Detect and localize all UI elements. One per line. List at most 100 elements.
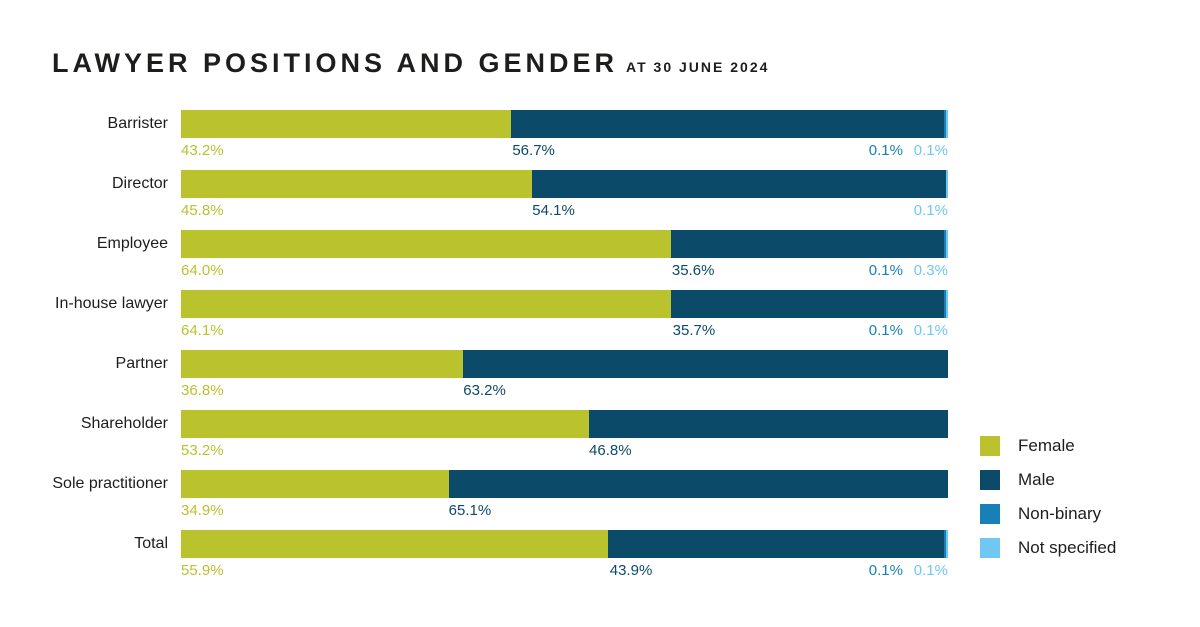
bar-segment-non-binary <box>944 530 946 558</box>
legend-swatch-non-binary <box>980 504 1000 524</box>
female-value-label: 55.9% <box>181 562 224 579</box>
bar-segment-not-specified <box>946 530 948 558</box>
bar-segment-male <box>608 530 944 558</box>
legend-label: Not specified <box>1018 538 1117 557</box>
category-label: In-house lawyer <box>55 295 168 312</box>
female-value-label: 36.8% <box>181 382 224 399</box>
legend-item-female: Female <box>980 436 1116 456</box>
non-binary-value-label: 0.1% <box>868 562 903 579</box>
bar-segment-not-specified <box>946 110 948 138</box>
non-binary-value-label: 0.1% <box>868 262 903 279</box>
bar-segment-not-specified <box>945 230 948 258</box>
value-labels-row: 34.9% 65.1% <box>181 502 948 524</box>
female-value-label: 43.2% <box>181 142 224 159</box>
legend-swatch-male <box>980 470 1000 490</box>
category-label: Sole practitioner <box>52 475 168 492</box>
bar-segment-not-specified <box>946 170 948 198</box>
legend-item-male: Male <box>980 470 1116 490</box>
chart-row: Partner 36.8% 63.2% <box>116 350 948 410</box>
category-label: Total <box>134 535 168 552</box>
chart-row: Barrister 43.2% 56.7% 0.1% 0.1% <box>108 110 948 170</box>
stacked-bar <box>181 350 948 378</box>
chart-legend: Female Male Non-binary Not specified <box>980 436 1116 572</box>
male-value-label: 65.1% <box>448 502 492 519</box>
legend-label: Female <box>1018 436 1075 455</box>
value-labels-row: 43.2% 56.7% 0.1% 0.1% <box>181 142 948 164</box>
bar-segment-non-binary <box>944 110 946 138</box>
bar-segment-male <box>671 290 944 318</box>
stacked-bar <box>181 230 948 258</box>
male-value-label: 56.7% <box>512 142 555 159</box>
male-value-label: 46.8% <box>589 442 632 459</box>
bar-segment-not-specified <box>946 290 948 318</box>
value-labels-row: 45.8% 54.1% 0.1% <box>181 202 948 224</box>
bar-segment-female <box>181 410 590 438</box>
bar-segment-male <box>531 170 946 198</box>
category-label: Employee <box>96 235 168 252</box>
male-value-label: 35.7% <box>672 322 716 339</box>
female-value-label: 53.2% <box>181 442 224 459</box>
not-specified-value-label: 0.1% <box>913 142 948 159</box>
non-binary-value-label: 0.1% <box>868 142 903 159</box>
non-binary-value-label: 0.1% <box>868 322 903 339</box>
chart-row: Sole practitioner 34.9% 65.1% <box>52 470 948 530</box>
female-value-label: 34.9% <box>181 502 224 519</box>
chart-title-block: LAWYER POSITIONS AND GENDER AT 30 JUNE 20… <box>52 48 769 79</box>
category-label: Barrister <box>107 115 168 132</box>
bar-segment-male <box>510 110 944 138</box>
value-labels-row: 55.9% 43.9% 0.1% 0.1% <box>181 562 948 584</box>
female-value-label: 45.8% <box>181 202 224 219</box>
male-value-label: 35.6% <box>671 262 715 279</box>
male-value-label: 63.2% <box>463 382 506 399</box>
stacked-bar-chart: Barrister 43.2% 56.7% 0.1% 0.1% Director 45.8%… <box>52 110 948 590</box>
legend-swatch-not-specified <box>980 538 1000 558</box>
legend-label: Male <box>1018 470 1055 489</box>
legend-item-non-binary: Non-binary <box>980 504 1116 524</box>
not-specified-value-label: 0.1% <box>913 562 948 579</box>
bar-segment-male <box>589 410 948 438</box>
bar-segment-female <box>181 470 449 498</box>
value-labels-row: 53.2% 46.8% <box>181 442 948 464</box>
bar-segment-female <box>181 350 464 378</box>
stacked-bar <box>181 110 948 138</box>
value-labels-row: 36.8% 63.2% <box>181 382 948 404</box>
chart-row: In-house lawyer 64.1% 35.7% 0.1% 0.1% <box>55 290 948 350</box>
bar-segment-female <box>181 110 511 138</box>
stacked-bar <box>181 170 948 198</box>
chart-row: Shareholder 53.2% 46.8% <box>81 410 948 470</box>
category-label: Partner <box>115 355 168 372</box>
value-labels-row: 64.0% 35.6% 0.1% 0.3% <box>181 262 948 284</box>
chart-subtitle: AT 30 JUNE 2024 <box>626 59 770 75</box>
stacked-bar <box>181 410 948 438</box>
not-specified-value-label: 0.1% <box>913 322 948 339</box>
bar-segment-male <box>463 350 948 378</box>
chart-title: LAWYER POSITIONS AND GENDER <box>52 48 619 78</box>
bar-segment-female <box>181 290 672 318</box>
not-specified-value-label: 0.3% <box>913 262 948 279</box>
bar-segment-female <box>181 170 532 198</box>
bar-segment-male <box>671 230 944 258</box>
legend-label: Non-binary <box>1018 504 1102 523</box>
stacked-bar <box>181 530 948 558</box>
stacked-bar <box>181 290 948 318</box>
bar-segment-non-binary <box>943 230 946 258</box>
bar-segment-male <box>448 470 948 498</box>
male-value-label: 54.1% <box>532 202 575 219</box>
legend-item-not-specified: Not specified <box>980 538 1116 558</box>
chart-row: Director 45.8% 54.1% 0.1% <box>112 170 948 230</box>
bar-segment-female <box>181 530 609 558</box>
female-value-label: 64.0% <box>181 262 224 279</box>
stacked-bar <box>181 470 948 498</box>
category-label: Director <box>111 175 168 192</box>
chart-row: Total 55.9% 43.9% 0.1% 0.1% <box>134 530 948 590</box>
chart-row: Employee 64.0% 35.6% 0.1% 0.3% <box>97 230 948 290</box>
value-labels-row: 64.1% 35.7% 0.1% 0.1% <box>181 322 948 344</box>
legend-swatch-female <box>980 436 1000 456</box>
male-value-label: 43.9% <box>609 562 653 579</box>
category-label: Shareholder <box>80 415 168 432</box>
bar-segment-female <box>181 230 672 258</box>
female-value-label: 64.1% <box>181 322 224 339</box>
bar-segment-non-binary <box>944 290 946 318</box>
not-specified-value-label: 0.1% <box>913 202 948 219</box>
